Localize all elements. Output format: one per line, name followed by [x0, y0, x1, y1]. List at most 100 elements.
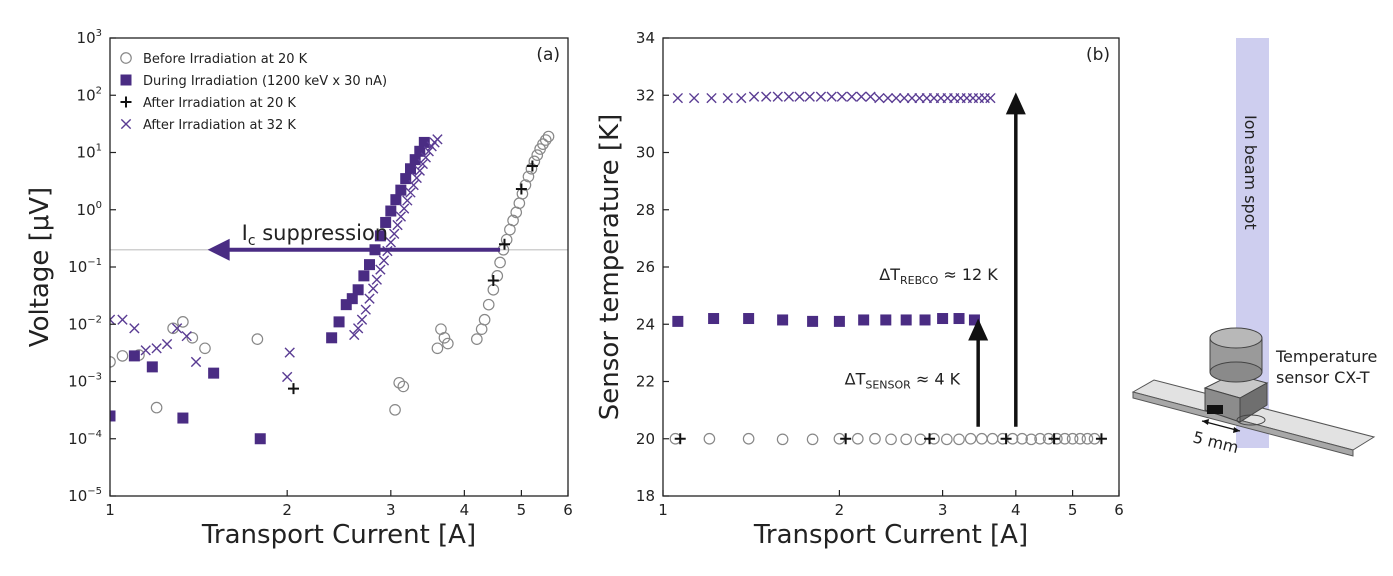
a-point: [346, 293, 358, 305]
a-point: [432, 134, 443, 145]
b-point: [976, 432, 988, 445]
a-point: [414, 145, 426, 157]
b-x-tick-label: 1: [658, 501, 668, 519]
b-point: [840, 433, 852, 445]
a-point: [526, 160, 538, 172]
legend-marker-a: [120, 96, 132, 108]
a-y-tick-base: 10: [77, 201, 96, 219]
a-point: [177, 412, 189, 424]
a-y-tick-base: 10: [77, 29, 96, 47]
a-y-tick-exponent: −3: [87, 372, 102, 383]
b-point: [833, 315, 845, 327]
a-point: [397, 380, 410, 393]
a-point: [333, 316, 345, 328]
b-point: [826, 91, 837, 102]
a-point: [352, 284, 364, 296]
a-point: [542, 130, 555, 143]
a-point: [411, 172, 422, 184]
a-x-tick-label: 3: [386, 501, 396, 519]
a-y-tick-label: 102: [77, 85, 102, 104]
a-point: [487, 283, 500, 296]
a-point: [171, 323, 183, 334]
b-point: [1000, 433, 1012, 445]
y-axis-label-a: Voltage [μV]: [25, 187, 55, 347]
b-point: [919, 314, 931, 326]
a-y-tick-label: 10−3: [68, 372, 102, 391]
b-point: [1066, 432, 1079, 445]
b-point: [772, 91, 783, 102]
a-point: [418, 136, 430, 148]
a-point: [368, 283, 379, 294]
a-point: [358, 270, 370, 282]
b-point: [953, 313, 965, 325]
a-point: [417, 158, 428, 170]
a-point: [356, 314, 368, 325]
a-point: [150, 401, 163, 414]
a-y-tick-label: 10−1: [68, 257, 102, 276]
b-point: [1081, 432, 1094, 445]
a-point: [364, 293, 375, 304]
b-point: [880, 314, 892, 326]
a-point: [482, 298, 495, 311]
b-point: [953, 433, 965, 446]
a-point: [494, 256, 506, 269]
b-series-0: [669, 432, 1101, 446]
legend-entry-a: Before Irradiation at 20 K: [120, 52, 308, 67]
ion-beam-label: Ion beam spot: [1241, 115, 1260, 230]
a-y-tick-exponent: 0: [96, 200, 102, 211]
a-y-tick-base: 10: [68, 373, 87, 391]
dimension-arrowhead-left: [1202, 419, 1209, 425]
delta-arrowhead-1: [1005, 92, 1026, 115]
b-x-tick-label: 3: [938, 501, 948, 519]
b-point: [856, 91, 867, 102]
a-point: [385, 237, 396, 248]
legend-label-a: After Irradiation at 20 K: [143, 96, 296, 111]
a-point: [287, 383, 299, 395]
a-point: [438, 331, 451, 344]
a-point: [254, 433, 266, 445]
a-point: [371, 274, 382, 285]
a-point: [349, 329, 360, 341]
a-point: [251, 333, 264, 345]
b-point: [708, 313, 720, 325]
b-point: [1095, 433, 1107, 445]
b-y-tick-label: 24: [636, 315, 655, 333]
b-y-tick-label: 28: [636, 201, 655, 219]
b-point: [703, 432, 716, 445]
delta-label-1: ΔTREBCO ≈ 12 K: [879, 265, 998, 287]
legend-label-a: Before Irradiation at 20 K: [143, 52, 308, 67]
a-point: [181, 330, 192, 342]
b-point: [900, 433, 913, 446]
b-point: [783, 91, 795, 102]
a-point: [140, 345, 151, 356]
delta-label-0: ΔTSENSOR ≈ 4 K: [845, 369, 961, 391]
a-x-tick-label: 2: [282, 501, 292, 519]
b-y-tick-label: 34: [636, 29, 655, 47]
a-y-tick-base: 10: [68, 430, 87, 448]
a-y-tick-base: 10: [68, 487, 87, 505]
a-y-tick-base: 10: [68, 315, 87, 333]
b-point: [882, 92, 894, 104]
legend-label-a: During Irradiation (1200 keV x 30 nA): [143, 74, 387, 89]
a-point: [282, 371, 293, 383]
b-point: [761, 91, 772, 102]
b-point: [836, 91, 848, 102]
a-y-tick-label: 10−4: [68, 429, 102, 448]
a-y-tick-label: 100: [77, 200, 102, 219]
a-point: [161, 338, 173, 350]
a-point: [471, 333, 483, 345]
panel-label-a: (a): [536, 45, 560, 65]
a-point: [487, 275, 499, 287]
delta-label-main: ΔT: [879, 265, 900, 284]
b-x-tick-label: 6: [1114, 501, 1124, 519]
a-x-tick-label: 4: [460, 501, 470, 519]
delta-label-rest: ≈ 4 K: [911, 369, 961, 388]
legend-marker-a: [120, 74, 132, 86]
a-point: [498, 238, 510, 250]
b-point: [906, 92, 918, 104]
a-y-tick-label: 101: [77, 143, 102, 162]
ic-suppression-label-main: I: [242, 221, 248, 245]
x-axis-label-a: Transport Current [A]: [201, 520, 476, 550]
a-point: [408, 179, 419, 191]
legend-entry-a: During Irradiation (1200 keV x 30 nA): [120, 74, 387, 89]
